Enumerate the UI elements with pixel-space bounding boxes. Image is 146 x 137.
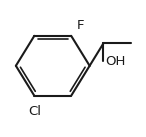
Text: Cl: Cl: [28, 105, 41, 118]
Text: OH: OH: [106, 55, 126, 68]
Text: F: F: [76, 19, 84, 32]
